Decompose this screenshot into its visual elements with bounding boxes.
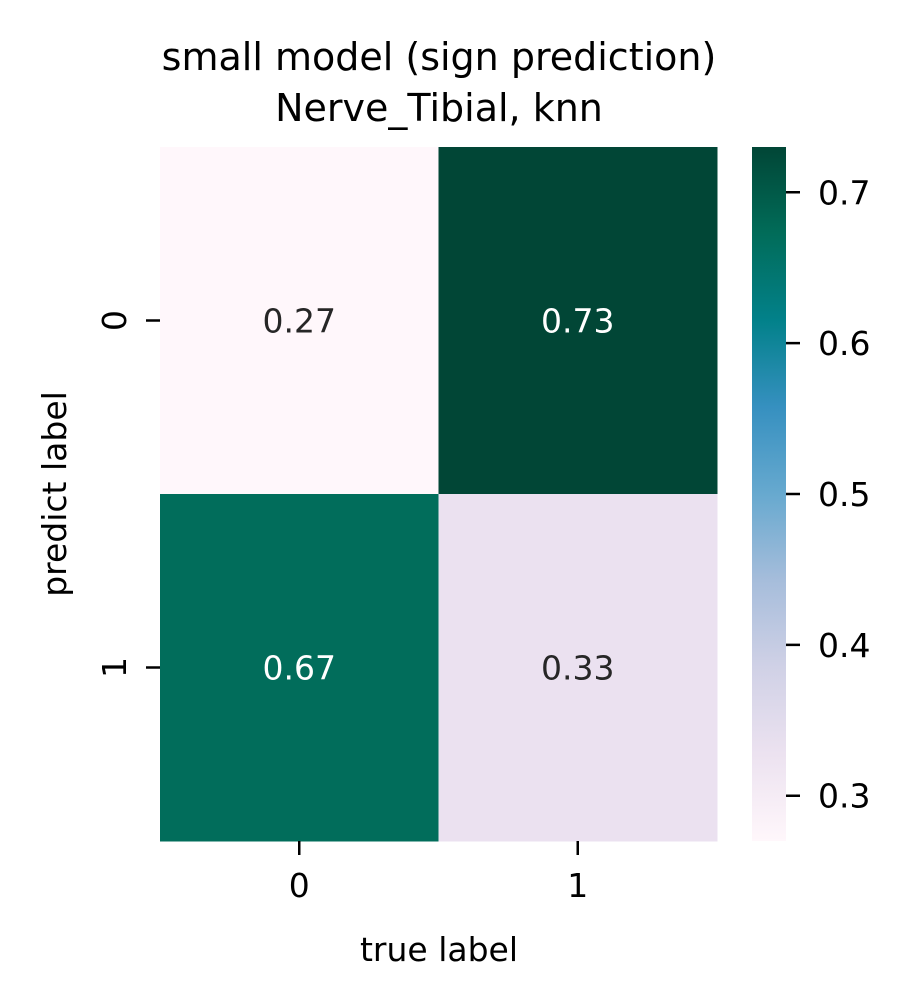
- cell-value-label: 0.73: [541, 302, 614, 341]
- colorbar-tick-label: 0.6: [818, 324, 870, 363]
- x-tick-label: 1: [567, 866, 588, 905]
- colorbar-tick-label: 0.5: [818, 475, 870, 514]
- x-tick-label: 0: [289, 866, 310, 905]
- y-axis-label: predict label: [35, 391, 74, 597]
- cell-value-label: 0.27: [263, 302, 336, 341]
- colorbar-tick-label: 0.4: [818, 626, 870, 665]
- y-axis-ticks: 01: [95, 310, 160, 678]
- chart-title-line2: Nerve_Tibial, knn: [275, 86, 603, 130]
- cell-value-label: 0.67: [263, 649, 336, 688]
- x-axis-label: true label: [360, 930, 518, 969]
- y-tick-label: 1: [95, 657, 134, 678]
- heatmap-cell-labels: 0.27 0.73 0.67 0.33: [263, 302, 615, 688]
- chart-title-line1: small model (sign prediction): [162, 35, 717, 79]
- colorbar-tick-label: 0.3: [818, 777, 870, 816]
- heatmap-cells: [160, 147, 718, 842]
- heatmap-cell: [160, 494, 439, 842]
- colorbar-ticks: 0.3 0.4 0.5 0.6 0.7: [786, 173, 870, 816]
- heatmap-cell: [438, 147, 718, 495]
- heatmap-cell: [438, 494, 718, 842]
- heatmap-cell: [160, 147, 439, 495]
- cell-value-label: 0.33: [541, 649, 614, 688]
- colorbar: [752, 147, 786, 841]
- colorbar-tick-label: 0.7: [818, 173, 870, 212]
- y-tick-label: 0: [95, 310, 134, 331]
